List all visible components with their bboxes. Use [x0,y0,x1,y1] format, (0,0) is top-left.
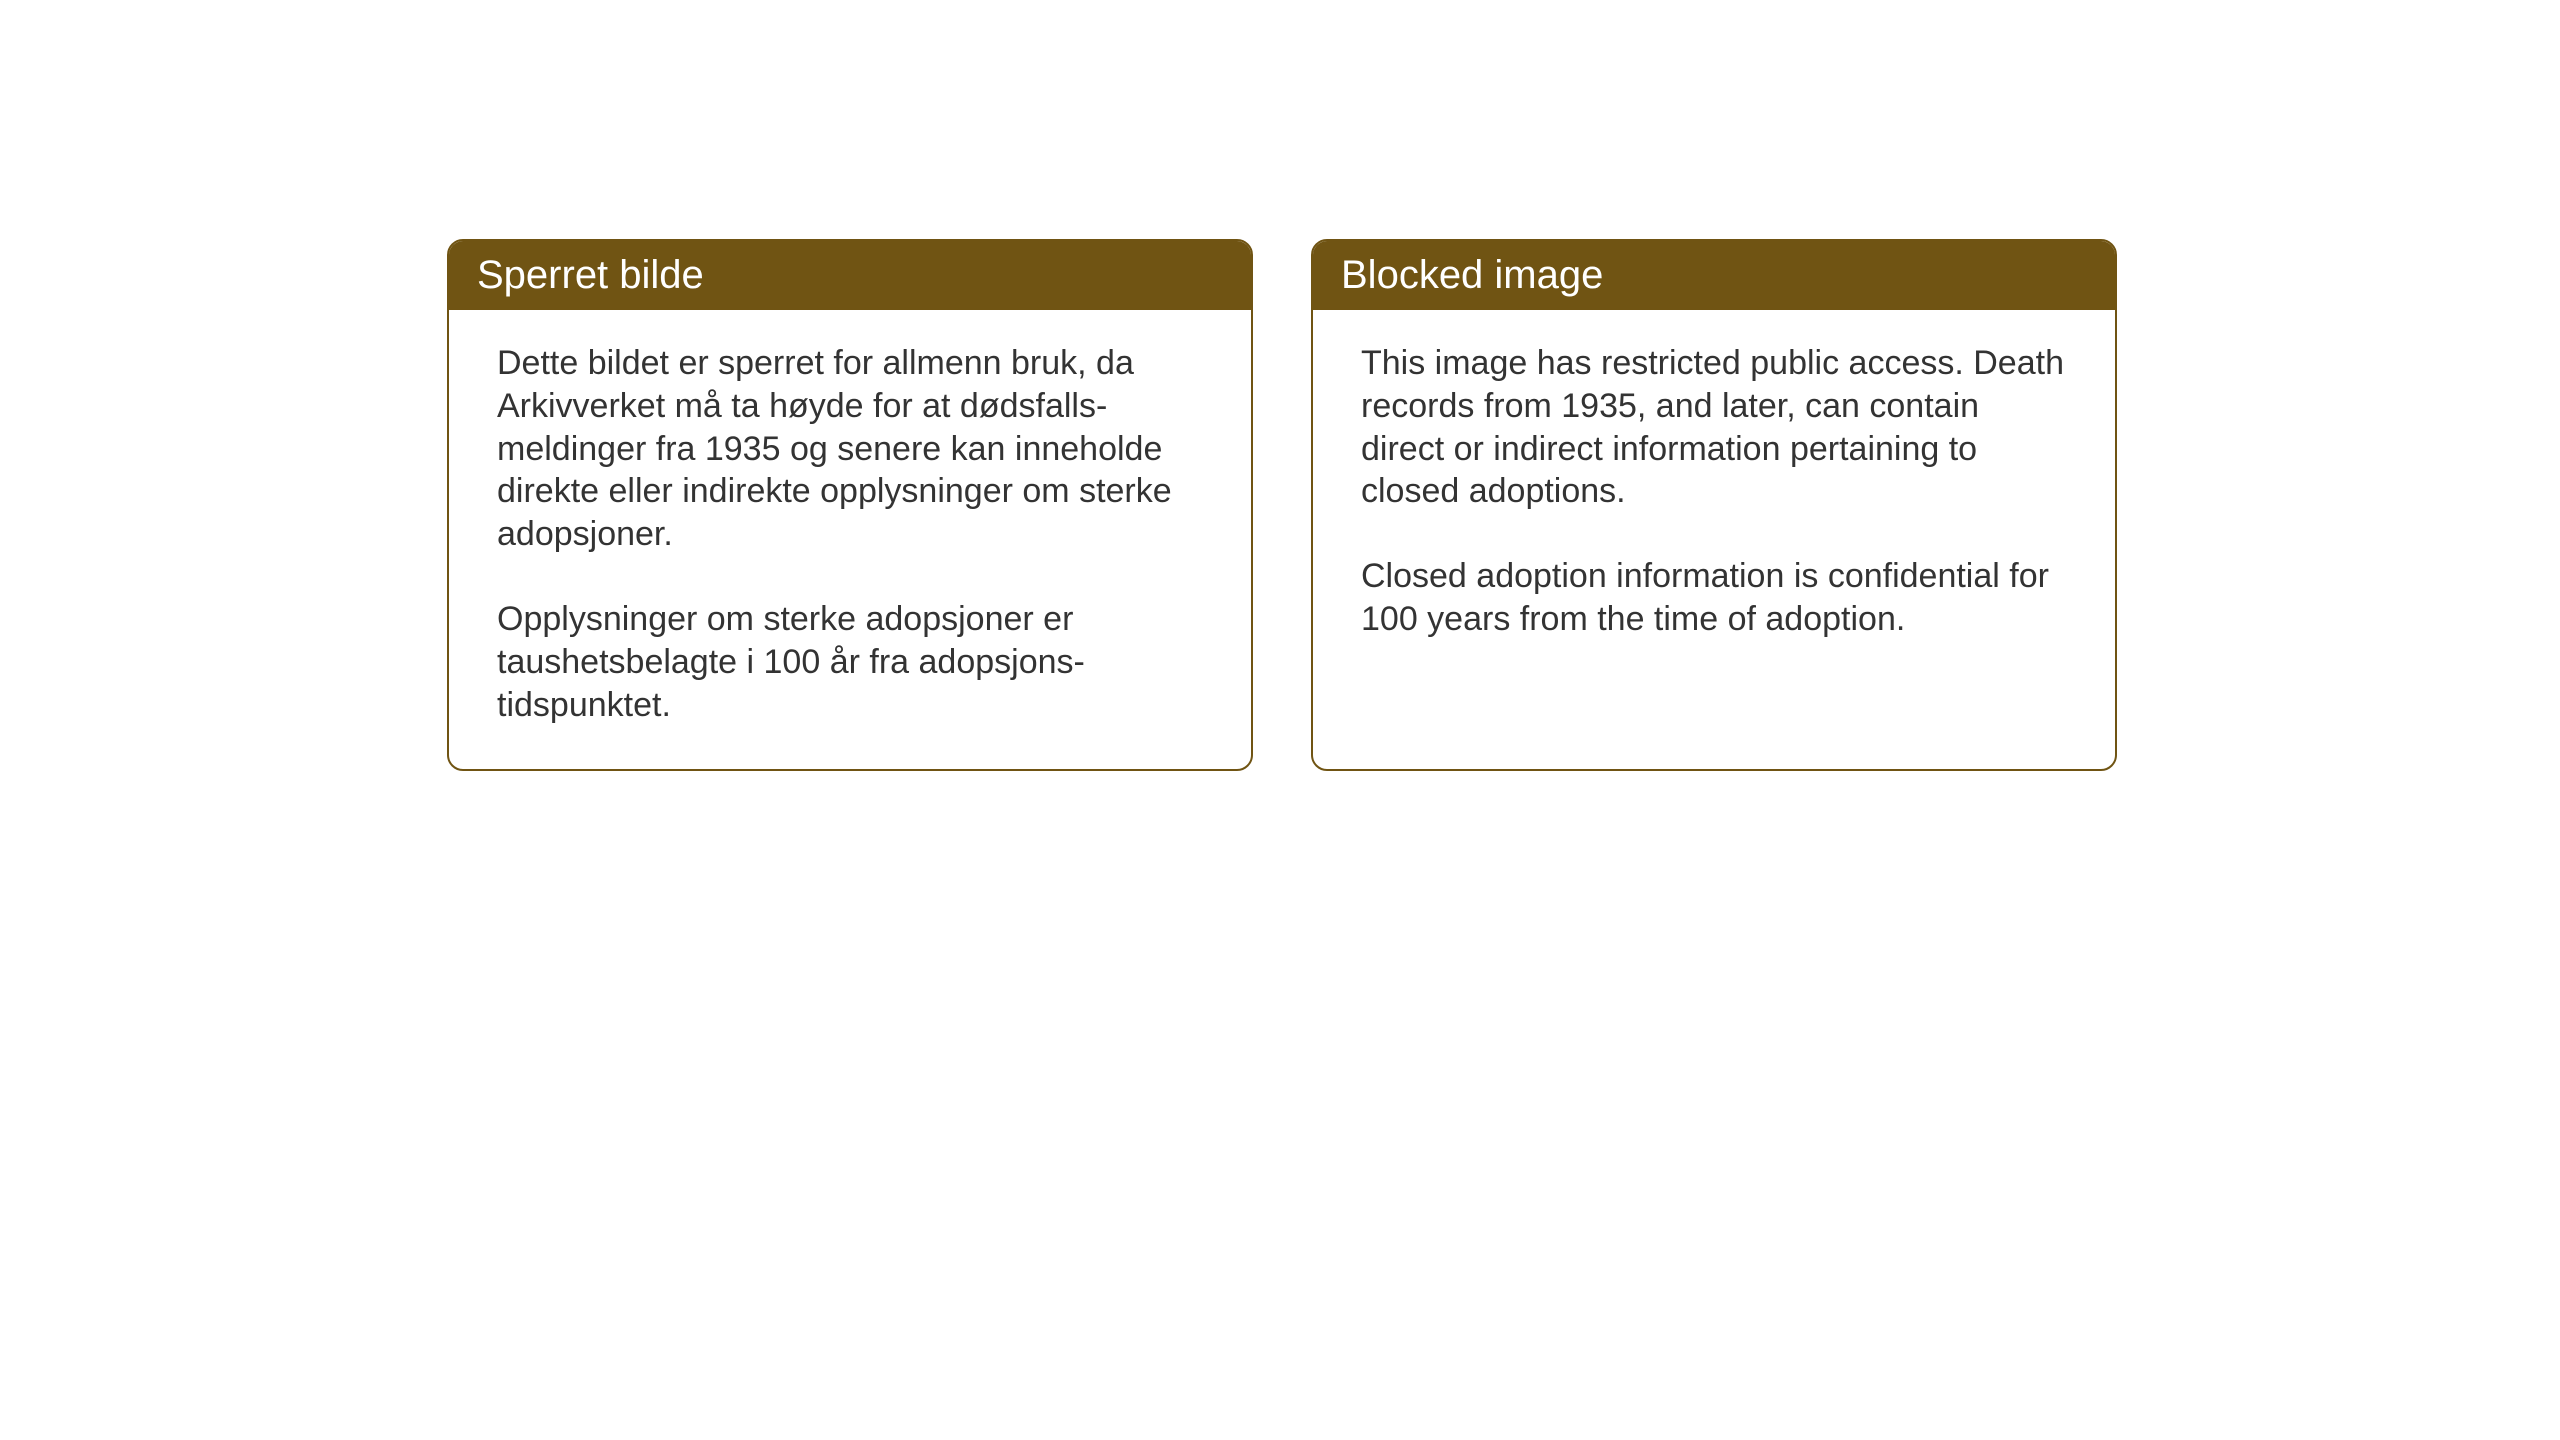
card-norwegian: Sperret bilde Dette bildet er sperret fo… [447,239,1253,771]
card-body-norwegian: Dette bildet er sperret for allmenn bruk… [449,310,1251,769]
card-header-norwegian: Sperret bilde [449,241,1251,310]
card-header-english: Blocked image [1313,241,2115,310]
card-title: Sperret bilde [477,253,704,297]
card-english: Blocked image This image has restricted … [1311,239,2117,771]
card-title: Blocked image [1341,253,1603,297]
card-paragraph: This image has restricted public access.… [1361,342,2067,513]
card-paragraph: Dette bildet er sperret for allmenn bruk… [497,342,1203,556]
cards-container: Sperret bilde Dette bildet er sperret fo… [447,239,2117,771]
card-body-english: This image has restricted public access.… [1313,310,2115,683]
card-paragraph: Opplysninger om sterke adopsjoner er tau… [497,598,1203,726]
card-paragraph: Closed adoption information is confident… [1361,555,2067,641]
